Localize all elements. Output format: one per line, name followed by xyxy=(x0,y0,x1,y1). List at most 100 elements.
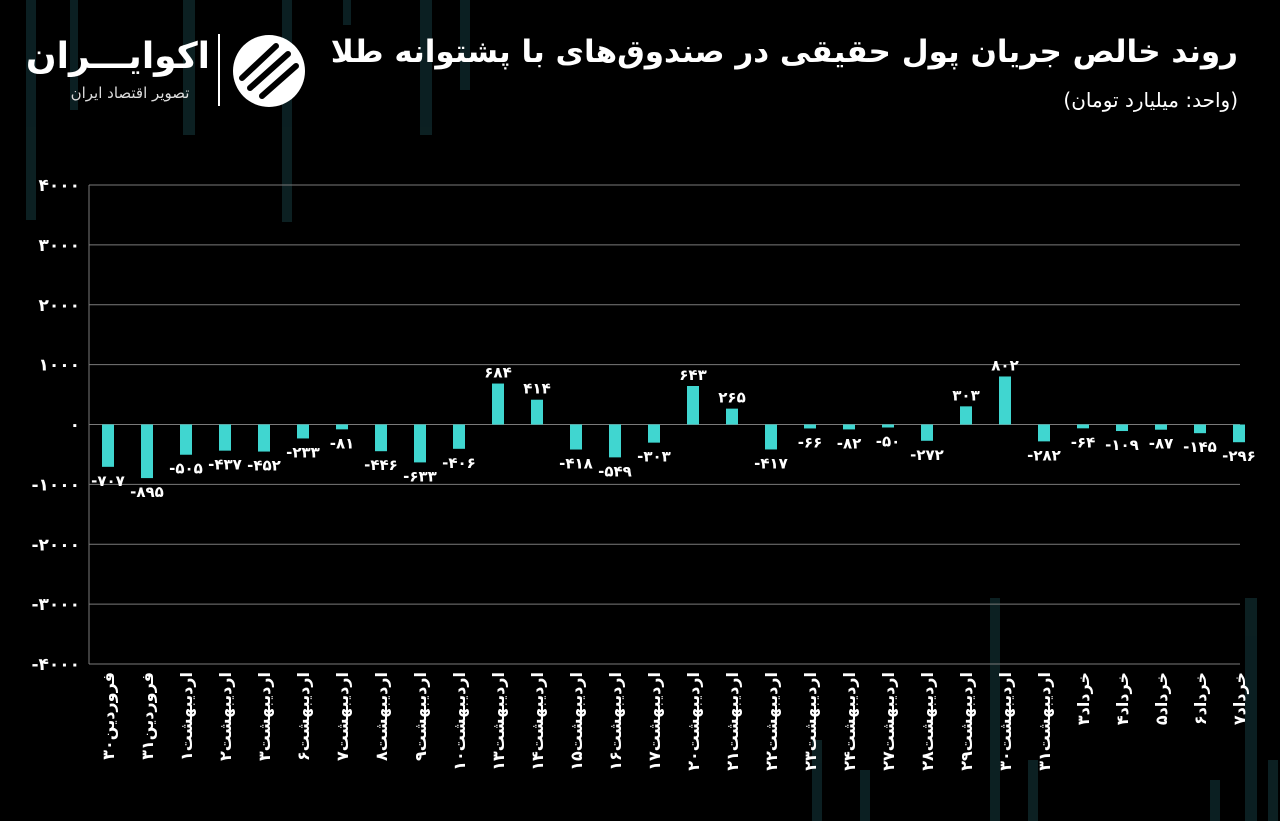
y-tick-label: -۴۰۰۰ xyxy=(31,655,80,675)
data-label: -۱۰۹ xyxy=(1105,436,1139,454)
data-label: ۲۶۵ xyxy=(718,389,745,407)
data-label: ۸۰۲ xyxy=(991,356,1018,374)
data-label: -۷۰۷ xyxy=(91,472,125,490)
data-label: -۴۵۲ xyxy=(247,457,281,475)
x-tick-label: اردیبهشت۲۰ xyxy=(684,672,703,771)
bar xyxy=(1155,424,1167,430)
x-tick-label: خرداد۵ xyxy=(1152,672,1171,725)
data-label: -۲۳۳ xyxy=(286,443,320,461)
bar xyxy=(999,376,1011,425)
data-label: ۳۰۳ xyxy=(952,386,979,404)
bar xyxy=(102,424,114,467)
bar xyxy=(375,424,387,452)
data-label: -۵۴۹ xyxy=(598,462,632,480)
brand-divider xyxy=(218,34,220,106)
bar xyxy=(687,386,699,425)
x-tick-label: اردیبهشت۲۱ xyxy=(723,672,742,771)
bar xyxy=(1116,424,1128,432)
x-tick-label: اردیبهشت۷ xyxy=(333,672,352,761)
y-tick-label: ۲۰۰۰ xyxy=(38,296,80,316)
data-label: ۴۱۴ xyxy=(523,380,550,398)
bar xyxy=(609,424,621,458)
data-label: ۶۸۴ xyxy=(484,364,511,382)
x-tick-label: اردیبهشت۸ xyxy=(372,672,391,761)
x-tick-label: اردیبهشت۳۱ xyxy=(1035,672,1054,771)
x-tick-label: اردیبهشت۳۰ xyxy=(996,672,1015,771)
data-label: -۶۳۳ xyxy=(403,467,437,485)
y-tick-label: ۰ xyxy=(70,416,80,436)
data-label: -۵۰ xyxy=(876,432,901,450)
bar xyxy=(1194,424,1206,434)
brand-tagline: تصویر اقتصاد ایران xyxy=(70,84,190,102)
bar xyxy=(336,424,348,430)
x-tick-label: اردیبهشت۱۵ xyxy=(567,672,586,771)
ecoiran-logo-icon xyxy=(233,35,305,107)
data-label: -۴۳۷ xyxy=(208,456,242,474)
bar xyxy=(297,424,309,439)
bar xyxy=(570,424,582,450)
x-tick-label: اردیبهشت۲۳ xyxy=(801,672,820,771)
x-tick-label: اردیبهشت۲۸ xyxy=(918,672,937,771)
y-tick-label: -۳۰۰۰ xyxy=(31,595,80,615)
brand-name: اکوایـــران xyxy=(25,36,210,77)
y-tick-label: -۱۰۰۰ xyxy=(31,475,80,495)
x-tick-label: فروردین۳۱ xyxy=(138,672,157,760)
data-label: -۲۸۲ xyxy=(1027,446,1061,464)
data-label: -۸۱ xyxy=(330,434,355,452)
data-label: -۶۴ xyxy=(1071,433,1096,451)
x-tick-label: اردیبهشت۱۶ xyxy=(606,672,625,771)
data-label: -۶۶ xyxy=(798,433,823,451)
data-label: -۴۱۷ xyxy=(754,454,788,472)
x-tick-label: خرداد۶ xyxy=(1191,672,1210,725)
data-label: -۱۴۵ xyxy=(1183,438,1217,456)
x-tick-label: اردیبهشت۲۷ xyxy=(879,672,898,771)
bar xyxy=(882,424,894,428)
x-tick-label: اردیبهشت۳ xyxy=(255,672,274,761)
bar xyxy=(258,424,270,452)
data-label: -۴۴۶ xyxy=(364,456,398,474)
x-tick-label: خرداد۴ xyxy=(1113,672,1132,725)
x-tick-label: خرداد۷ xyxy=(1230,672,1249,725)
bar xyxy=(804,424,816,429)
bar xyxy=(1077,424,1089,429)
x-tick-label: اردیبهشت۲ xyxy=(216,672,235,761)
x-tick-label: اردیبهشت۲۲ xyxy=(762,672,781,771)
data-label: -۲۹۶ xyxy=(1222,447,1256,465)
x-tick-label: اردیبهشت۱ xyxy=(177,672,196,761)
bar xyxy=(141,424,153,479)
data-label: -۴۱۸ xyxy=(559,455,593,473)
bar xyxy=(1038,424,1050,442)
x-tick-label: اردیبهشت۱۳ xyxy=(489,672,508,771)
x-tick-label: اردیبهشت۲۹ xyxy=(957,672,976,771)
data-label: -۸۷ xyxy=(1149,435,1174,453)
x-tick-label: اردیبهشت۱۰ xyxy=(450,672,469,771)
data-label: -۸۲ xyxy=(837,434,862,452)
data-label: ۶۴۳ xyxy=(679,366,706,384)
bar xyxy=(960,406,972,425)
x-tick-label: اردیبهشت۱۴ xyxy=(528,672,547,771)
x-tick-label: خرداد۳ xyxy=(1074,672,1093,725)
bar xyxy=(492,383,504,425)
x-tick-label: اردیبهشت۲۴ xyxy=(840,672,859,771)
data-label: -۸۹۵ xyxy=(130,483,164,501)
x-tick-label: فروردین۳۰ xyxy=(99,672,118,760)
data-label: -۳۰۳ xyxy=(637,448,671,466)
x-tick-label: اردیبهشت۹ xyxy=(411,672,430,761)
data-label: -۴۰۶ xyxy=(442,454,476,472)
bar xyxy=(531,399,543,425)
bar xyxy=(921,424,933,441)
x-tick-label: اردیبهشت۱۷ xyxy=(645,672,664,771)
bar xyxy=(765,424,777,450)
bar xyxy=(453,424,465,449)
bar xyxy=(219,424,231,451)
chart-subtitle: (واحد: میلیارد تومان) xyxy=(1063,88,1238,112)
brand-logo: اکوایـــران تصویر اقتصاد ایران xyxy=(25,30,320,110)
bar xyxy=(843,424,855,430)
y-tick-label: ۴۰۰۰ xyxy=(38,176,80,196)
y-tick-label: ۱۰۰۰ xyxy=(38,356,80,376)
chart-title: روند خالص جریان پول حقیقی در صندوق‌های ب… xyxy=(330,34,1238,70)
data-label: -۲۷۲ xyxy=(910,446,944,464)
data-label: -۵۰۵ xyxy=(169,460,203,478)
